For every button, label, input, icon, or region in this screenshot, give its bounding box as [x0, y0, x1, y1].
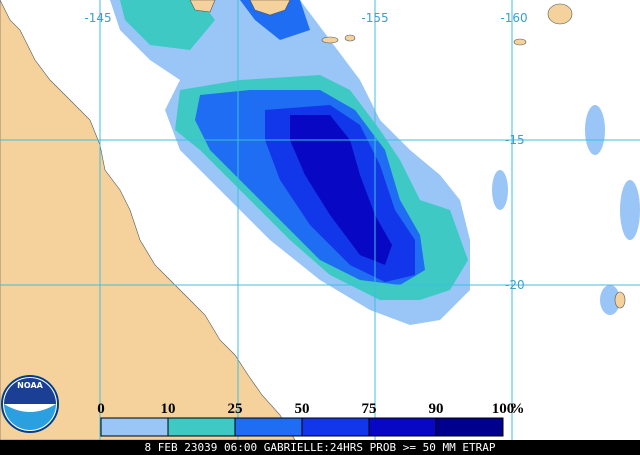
- legend-swatch: [435, 417, 504, 437]
- legend-swatch: [100, 417, 169, 437]
- longitude-label: -145: [84, 11, 111, 25]
- legend-swatch: [167, 417, 236, 437]
- legend-label: 90: [429, 401, 444, 417]
- longitude-label: -155: [361, 11, 388, 25]
- legend-label: 10: [161, 401, 176, 417]
- noaa-logo: NOAA: [1, 375, 59, 433]
- probability-field: [110, 0, 640, 325]
- legend-label: 100: [492, 401, 515, 417]
- legend: 0 10 25 50 75 90 100%: [97, 401, 525, 437]
- legend-label: 75: [362, 401, 377, 417]
- caption-bar: [0, 440, 640, 455]
- longitude-label: -160: [500, 11, 527, 25]
- graticule: [0, 0, 640, 440]
- legend-label: 0: [97, 401, 105, 417]
- land: [0, 0, 626, 441]
- latitude-label: -15: [505, 133, 525, 147]
- caption: 8 FEB 23039 06:00 GABRIELLE:24HRS PROB >…: [145, 441, 496, 454]
- legend-label: 25: [228, 401, 243, 417]
- legend-swatch: [234, 417, 303, 437]
- legend-unit: %: [510, 401, 525, 417]
- legend-label: 50: [295, 401, 310, 417]
- legend-swatch: [368, 417, 437, 437]
- logo-text: NOAA: [17, 381, 43, 390]
- latitude-label: -20: [505, 278, 525, 292]
- legend-swatch: [301, 417, 370, 437]
